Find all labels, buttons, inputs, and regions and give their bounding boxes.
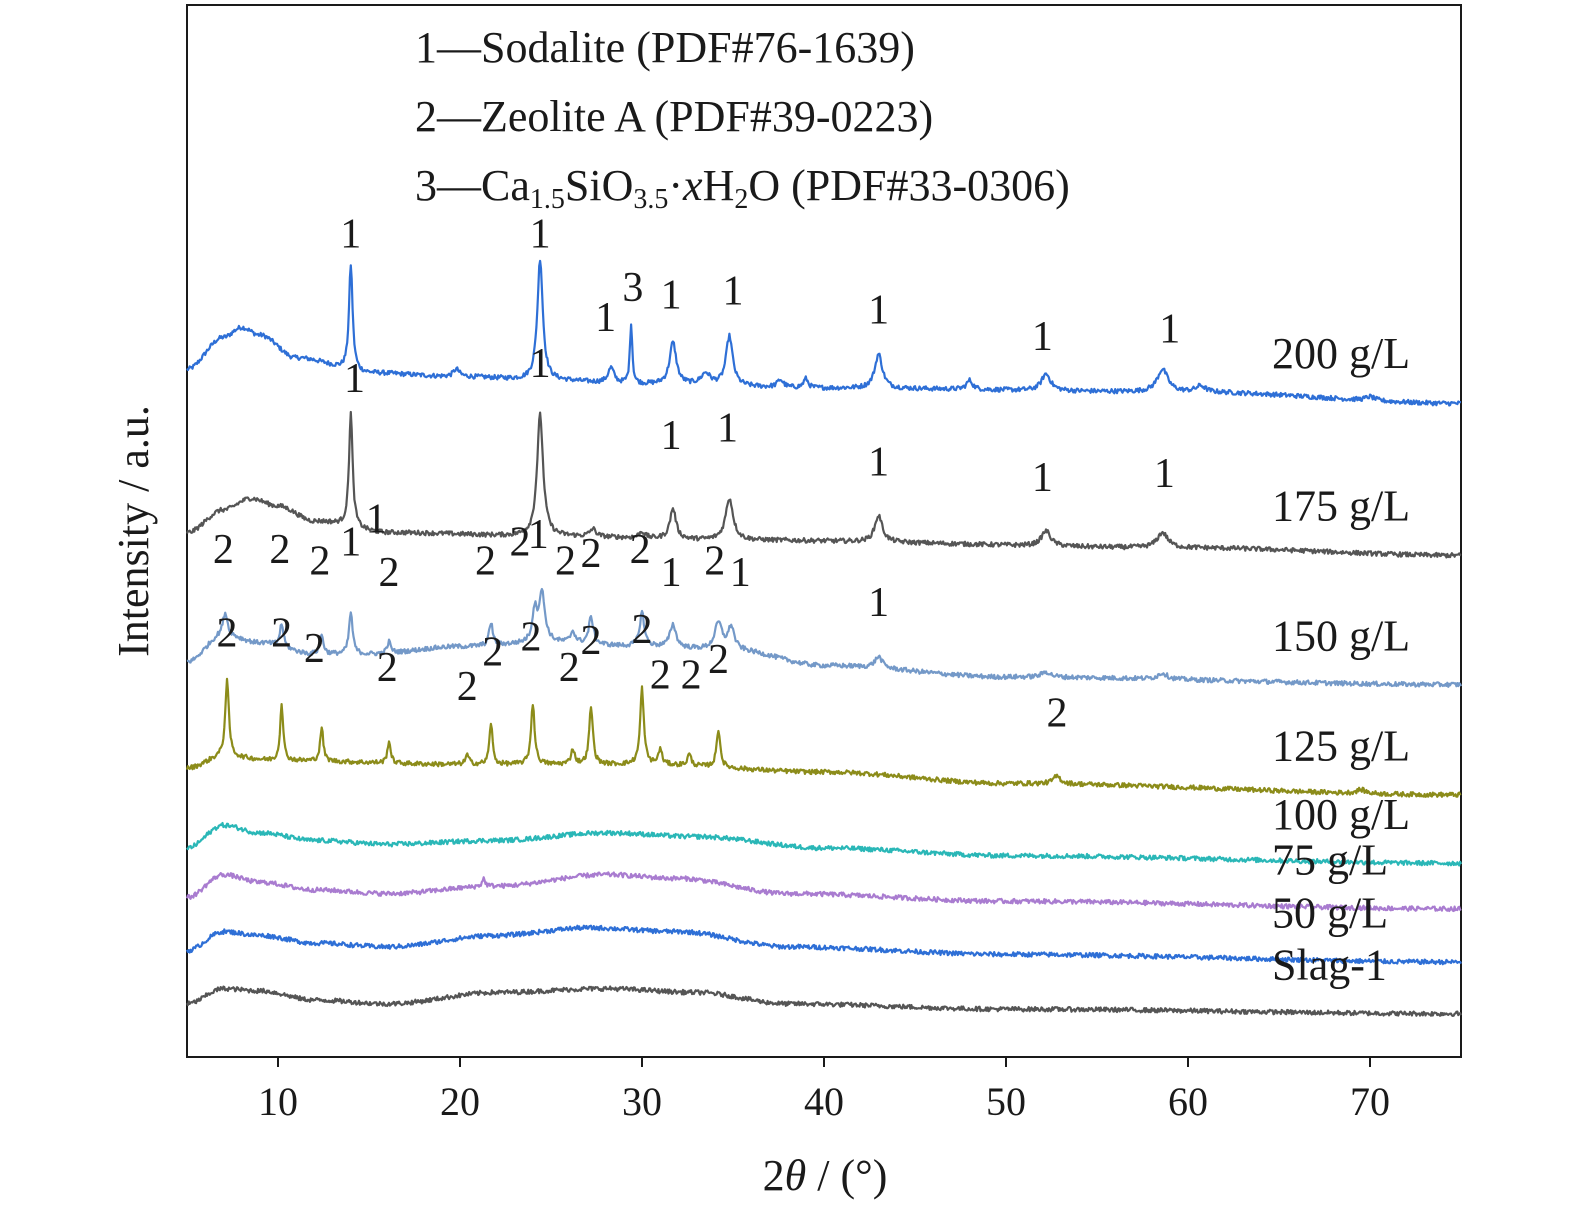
x-axis-title: 2θ / (°): [763, 1151, 888, 1200]
legend-entry: 2—Zeolite A (PDF#39-0223): [415, 92, 933, 141]
series-label: 175 g/L: [1272, 482, 1410, 531]
series-line: [186, 259, 1462, 407]
peak-label: 2: [708, 637, 729, 683]
peak-label: 1: [1032, 455, 1053, 501]
peak-label: 2: [269, 527, 290, 573]
x-axis-title-prefix: 2: [763, 1151, 785, 1200]
x-tick-label: 50: [986, 1079, 1026, 1124]
peak-label: 2: [704, 538, 725, 584]
peak-label: 1: [868, 288, 889, 334]
series-label: 125 g/L: [1272, 721, 1410, 770]
peak-label: 1: [340, 212, 361, 258]
peak-label: 2: [379, 550, 400, 596]
peak-label: 1: [595, 295, 616, 341]
series-label: 100 g/L: [1272, 790, 1410, 839]
series-label: 200 g/L: [1272, 329, 1410, 378]
peak-label: 1: [530, 341, 551, 387]
legend-entry: 1—Sodalite (PDF#76-1639): [415, 23, 915, 72]
peak-label: 2: [457, 664, 478, 710]
peak-label: 2: [377, 645, 398, 691]
legend-entry-part: SiO: [565, 161, 633, 210]
peak-label: 1: [530, 212, 551, 258]
legend-entry-part: x: [682, 161, 703, 210]
y-axis-title: Intensity / a.u.: [109, 405, 158, 657]
peak-label: 2: [475, 538, 496, 584]
x-tick-label: 10: [258, 1079, 298, 1124]
peak-label: 1: [661, 272, 682, 318]
peak-label: 1: [1032, 314, 1053, 360]
legend-entry-part: 3—Ca: [415, 161, 530, 210]
peak-label: 1: [723, 269, 744, 315]
peak-label: 1: [344, 356, 365, 402]
x-tick-label: 30: [622, 1079, 662, 1124]
peak-label: 1: [366, 497, 387, 543]
legend-entry: 3—Ca1.5SiO3.5·xH2O (PDF#33-0306): [415, 161, 1070, 215]
peak-label: 3: [622, 265, 643, 311]
peak-label: 1: [868, 580, 889, 626]
peak-labels: 1 113 1 1 11 11 11 11 1 12 2 2 1 12 2 212 2 2 1 2 112 2 2 2 22 22…: [213, 212, 1180, 737]
series-line: [185, 871, 1462, 913]
peak-label: 1: [528, 512, 549, 558]
peak-label: 2: [217, 611, 238, 657]
x-axis-title-suffix: / (°): [806, 1151, 887, 1200]
peak-label: 2: [681, 652, 702, 698]
series-group: [185, 259, 1463, 1017]
peak-label: 2: [632, 607, 653, 653]
peak-label: 2: [309, 538, 330, 584]
series-line: [185, 677, 1462, 798]
peak-label: 2: [581, 618, 602, 664]
legend-entry-part: H: [703, 161, 735, 210]
series-label: 75 g/L: [1272, 835, 1388, 884]
x-tick-label: 20: [440, 1079, 480, 1124]
peak-label: 1: [1159, 307, 1180, 353]
peak-label: 2: [304, 626, 325, 672]
peak-label: 2: [482, 630, 503, 676]
peak-label: 1: [868, 440, 889, 486]
legend-entry-part: 2: [734, 184, 748, 215]
series-line: [185, 410, 1462, 559]
peak-label: 1: [717, 405, 738, 451]
series-label: 50 g/L: [1272, 889, 1388, 938]
peak-label: 2: [213, 527, 234, 573]
series-line: [186, 821, 1463, 867]
legend-entry-part: 3.5: [633, 184, 668, 215]
series-line: [186, 587, 1463, 688]
peak-label: 2: [271, 611, 292, 657]
peak-label: 2: [581, 531, 602, 577]
peak-label: 2: [510, 519, 531, 565]
x-tick-label: 40: [804, 1079, 844, 1124]
legend: 1—Sodalite (PDF#76-1639) 2—Zeolite A (PDF…: [415, 23, 1070, 215]
series-label: Slag-1: [1272, 940, 1387, 989]
x-axis-ticks: 10 20 30 40 50 60 70: [258, 1057, 1390, 1124]
legend-entry-part: 1.5: [530, 184, 565, 215]
x-tick-label: 70: [1350, 1079, 1390, 1124]
series-labels: 200 g/L 175 g/L 150 g/L 125 g/L 100 g/L75 g/…: [1272, 329, 1410, 989]
peak-label: 2: [555, 538, 576, 584]
series-line: [186, 985, 1462, 1017]
legend-entry-part: O (PDF#33-0306): [748, 161, 1069, 210]
peak-label: 1: [1154, 451, 1175, 497]
peak-label: 2: [520, 614, 541, 660]
peak-label: 1: [340, 519, 361, 565]
series-label: 150 g/L: [1272, 611, 1410, 660]
x-axis-title-theta: θ: [785, 1151, 807, 1200]
x-tick-label: 60: [1168, 1079, 1208, 1124]
legend-entry-part: ·: [668, 161, 683, 210]
peak-label: 2: [650, 652, 671, 698]
peak-label: 1: [661, 413, 682, 459]
peak-label: 1: [730, 550, 751, 596]
series-line: [185, 924, 1462, 966]
peak-label: 1: [661, 550, 682, 596]
peak-label: 2: [559, 645, 580, 691]
peak-label: 2: [1046, 690, 1067, 736]
peak-label: 2: [630, 527, 651, 573]
